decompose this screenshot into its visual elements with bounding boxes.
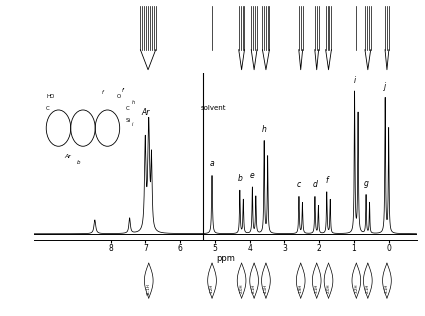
Text: Ar: Ar [141,108,150,118]
Text: 4.1H: 4.1H [264,284,268,293]
Text: e: e [250,171,255,180]
Text: 2.1H: 2.1H [252,284,256,294]
Text: g: g [364,179,368,188]
Text: 3.2H: 3.2H [354,284,358,294]
Text: i: i [354,76,356,85]
X-axis label: ppm: ppm [216,254,235,264]
Text: h: h [262,125,266,134]
Text: solvent: solvent [200,105,226,111]
Text: 1.9H: 1.9H [299,284,303,294]
Text: 11.1H: 11.1H [147,283,151,295]
Text: 3.1H: 3.1H [385,284,389,294]
Text: a: a [210,159,214,168]
Text: 1.2H: 1.2H [210,284,214,294]
Text: d: d [312,180,317,189]
Text: j: j [384,82,386,91]
Text: 3.1H: 3.1H [314,284,319,294]
Text: c: c [297,180,301,189]
Text: 2.0H: 2.0H [326,284,331,294]
Text: f: f [326,176,328,185]
Text: 2.1H: 2.1H [366,284,370,294]
Text: b: b [238,174,242,183]
Text: 2.0H: 2.0H [240,284,244,294]
